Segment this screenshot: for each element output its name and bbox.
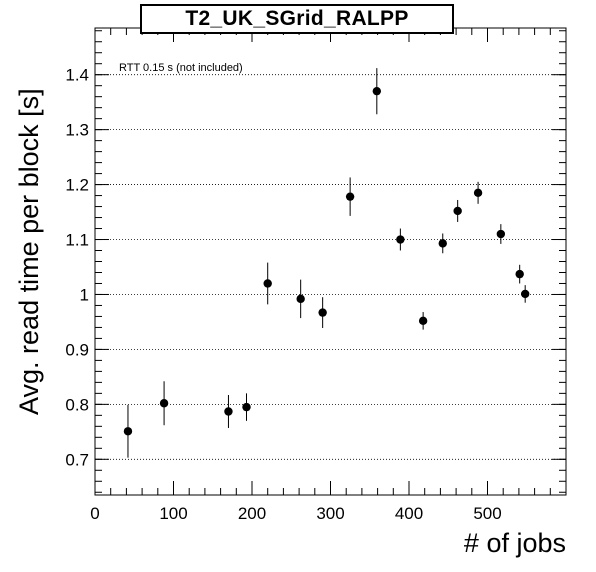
y-tick-label: 1.1 (65, 231, 89, 250)
y-tick-label: 1 (80, 285, 89, 304)
x-tick-label: 300 (316, 504, 344, 523)
data-point (438, 239, 447, 248)
annotation-text: RTT 0.15 s (not included) (119, 62, 243, 74)
data-point (520, 289, 530, 299)
x-tick-label: 0 (90, 504, 99, 523)
data-point (123, 427, 133, 436)
data-point (263, 279, 272, 288)
y-tick-label: 1.4 (65, 66, 89, 85)
data-point (496, 229, 506, 239)
x-tick-label: 100 (159, 504, 187, 523)
gridlines (95, 74, 566, 460)
data-point (372, 86, 382, 96)
data-point (418, 316, 428, 326)
x-tick-label: 500 (473, 504, 501, 523)
data-points (123, 68, 530, 458)
y-tick-label: 0.9 (65, 340, 89, 359)
x-tick-label: 400 (395, 504, 423, 523)
data-point (453, 206, 462, 216)
plot-frame (94, 27, 567, 496)
data-point (473, 188, 483, 198)
chart-title: T2_UK_SGrid_RALPP (140, 4, 454, 34)
data-point (345, 192, 355, 201)
axis-ticks (94, 28, 566, 495)
y-tick-label: 1.2 (65, 176, 89, 195)
y-tick-label: 0.8 (65, 395, 89, 414)
y-axis-label: Avg. read time per block [s] (14, 88, 44, 415)
tick-labels: 0.7 0.8 0.9 1 1.1 1.2 1.3 1.4 0 100 200 300 400 500 (65, 66, 501, 523)
y-tick-label: 0.7 (65, 450, 89, 469)
data-point (396, 235, 405, 244)
data-point (318, 308, 327, 317)
data-point (296, 294, 305, 304)
data-point (242, 402, 251, 412)
y-tick-label: 1.3 (65, 121, 89, 140)
x-axis-label: # of jobs (463, 528, 566, 558)
data-point (159, 399, 169, 408)
data-point (515, 269, 524, 279)
x-tick-label: 200 (238, 504, 266, 523)
data-point (224, 407, 233, 416)
